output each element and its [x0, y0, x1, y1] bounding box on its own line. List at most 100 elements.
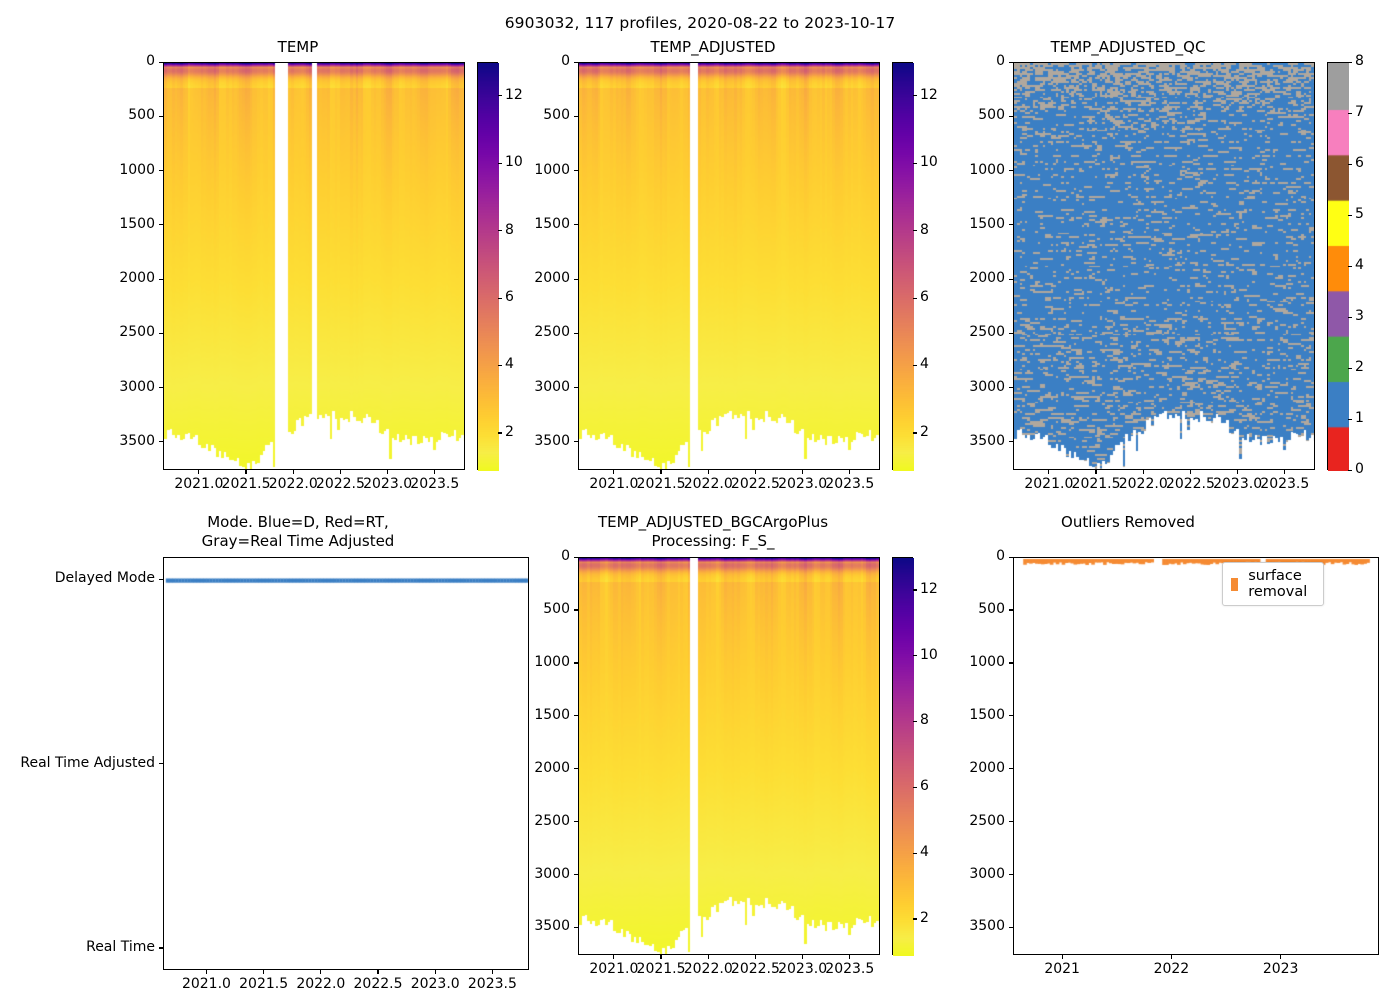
qc-xlabel-0: 2021.0 — [1024, 476, 1074, 492]
out-ylabel-1: 500 — [978, 600, 1005, 617]
bgc-cblabel-4: 10 — [920, 646, 938, 663]
qc-cbtickmark-2 — [1348, 367, 1352, 369]
out-ytickmark-2 — [1009, 662, 1013, 664]
tadj-ytickmark-4 — [574, 278, 578, 280]
temp-cblabel-0: 2 — [505, 423, 514, 440]
tadj-cbtickmark-2 — [913, 297, 917, 299]
qc-ylabel-7: 3500 — [969, 432, 1005, 449]
temp-ylabel-1: 500 — [128, 107, 155, 124]
bgc-xtickmark-2 — [707, 955, 709, 959]
tadj-xtickmark-5 — [849, 470, 851, 474]
out-xlabel-0: 2021 — [1044, 961, 1080, 977]
qc-xlabel-4: 2023.0 — [1213, 476, 1263, 492]
out-ylabel-5: 2500 — [969, 812, 1005, 829]
temp-cblabel-5: 12 — [505, 86, 523, 103]
bgc-xlabel-2: 2022.0 — [683, 961, 733, 977]
qc-cbtickmark-6 — [1348, 163, 1352, 165]
bgc-xlabel-5: 2023.5 — [825, 961, 875, 977]
figure-suptitle: 6903032, 117 profiles, 2020-08-22 to 202… — [504, 14, 896, 32]
qc-cblabel-8: 8 — [1355, 53, 1364, 69]
qc-ytickmark-7 — [1009, 441, 1013, 443]
temp-cbtickmark-1 — [498, 364, 502, 367]
bgc-ytickmark-0 — [574, 556, 578, 558]
plot-area-temp[interactable] — [163, 62, 465, 470]
bgc-ylabel-6: 3000 — [534, 865, 570, 882]
temp-cbtickmark-2 — [498, 297, 502, 299]
out-xlabel-2: 2023 — [1262, 961, 1299, 977]
qc-ylabel-6: 3000 — [969, 378, 1005, 395]
bgc-ylabel-7: 3500 — [534, 918, 570, 935]
bgc-ylabel-3: 1500 — [534, 706, 570, 723]
plot-area-mode[interactable] — [163, 557, 529, 970]
out-ylabel-6: 3000 — [969, 865, 1005, 882]
qc-ytickmark-4 — [1009, 278, 1013, 280]
out-ytickmark-1 — [1009, 609, 1013, 611]
temp-ytickmark-1 — [159, 115, 163, 117]
qc-ylabel-5: 2500 — [969, 324, 1005, 341]
bgc-ytickmark-1 — [574, 609, 578, 611]
temp-ytickmark-5 — [159, 332, 163, 334]
qc-xlabel-1: 2021.5 — [1071, 476, 1121, 492]
tadj-cblabel-4: 10 — [920, 154, 938, 171]
bgc-xtickmark-3 — [754, 955, 756, 959]
bgc-cbtickmark-2 — [913, 786, 917, 788]
panel-mode-title: Mode. Blue=D, Red=RT, Gray=Real Time Adj… — [201, 513, 395, 550]
temp-ylabel-5: 2500 — [119, 324, 155, 341]
mode-xtickmark-0 — [205, 970, 208, 974]
tadj-cbtickmark-5 — [913, 95, 917, 97]
out-ylabel-3: 1500 — [969, 706, 1005, 723]
plot-area-temp-adjusted-qc[interactable] — [1013, 62, 1315, 470]
plot-area-outliers-removed[interactable] — [1013, 557, 1379, 955]
tadj-xtickmark-1 — [660, 470, 662, 474]
plot-area-bgcargoplus[interactable] — [578, 557, 880, 955]
temp-xtickmark-0 — [198, 470, 200, 474]
panel-temp-adjusted-qc-title: TEMP_ADJUSTED_QC — [1050, 38, 1206, 56]
mode-xlabel-0: 2021.0 — [181, 976, 231, 992]
bgc-cblabel-5: 12 — [920, 580, 938, 597]
tadj-ytickmark-6 — [574, 387, 578, 389]
qc-cbtickmark-7 — [1348, 112, 1352, 114]
mode-xtickmark-2 — [320, 970, 322, 974]
qc-ylabel-2: 1000 — [969, 161, 1005, 178]
out-xtickmark-2 — [1280, 955, 1282, 959]
tadj-cbtickmark-0 — [913, 432, 917, 434]
temp-xtickmark-3 — [339, 470, 341, 474]
tadj-ylabel-0: 0 — [561, 53, 570, 69]
mode-ylabel-0: Delayed Mode — [54, 570, 155, 587]
temp-ytickmark-3 — [159, 224, 163, 226]
tadj-xtickmark-4 — [802, 470, 804, 474]
out-ylabel-2: 1000 — [969, 653, 1005, 670]
tadj-cbtickmark-3 — [913, 230, 917, 232]
temp-cbtickmark-4 — [498, 162, 502, 164]
mode-ytickmark-2 — [159, 947, 163, 949]
bgc-ylabel-5: 2500 — [534, 812, 570, 829]
qc-ytickmark-0 — [1009, 61, 1013, 63]
mode-xlabel-5: 2023.5 — [467, 976, 517, 992]
tadj-cbtickmark-1 — [913, 364, 917, 367]
tadj-ytickmark-5 — [574, 332, 578, 334]
qc-ytickmark-5 — [1009, 332, 1013, 334]
temp-xtickmark-1 — [245, 470, 247, 474]
tadj-ylabel-7: 3500 — [534, 432, 570, 449]
mode-xtickmark-3 — [377, 970, 379, 974]
mode-xlabel-1: 2021.5 — [239, 976, 289, 992]
tadj-xlabel-0: 2021.0 — [589, 476, 639, 492]
temp-xtickmark-2 — [292, 470, 294, 474]
surface-removal-swatch — [1231, 577, 1239, 591]
panel-temp-adjusted-title: TEMP_ADJUSTED — [650, 38, 776, 56]
bgc-xtickmark-1 — [660, 955, 662, 959]
temp-cblabel-3: 8 — [505, 221, 514, 238]
plot-area-temp-adjusted[interactable] — [578, 62, 880, 470]
temp-ytickmark-6 — [159, 387, 163, 389]
mode-ytickmark-0 — [159, 578, 163, 580]
temp-ylabel-0: 0 — [146, 53, 155, 69]
panel-temp-title: TEMP — [277, 38, 319, 56]
tadj-ylabel-1: 500 — [543, 107, 570, 124]
qc-xlabel-2: 2022.0 — [1118, 476, 1168, 492]
temp-ylabel-4: 2000 — [119, 270, 155, 287]
bgc-ylabel-0: 0 — [561, 548, 570, 564]
temp-ytickmark-4 — [159, 278, 163, 280]
tadj-cbtickmark-4 — [913, 162, 917, 164]
qc-cbtickmark-4 — [1348, 265, 1352, 267]
out-ytickmark-4 — [1009, 768, 1013, 770]
